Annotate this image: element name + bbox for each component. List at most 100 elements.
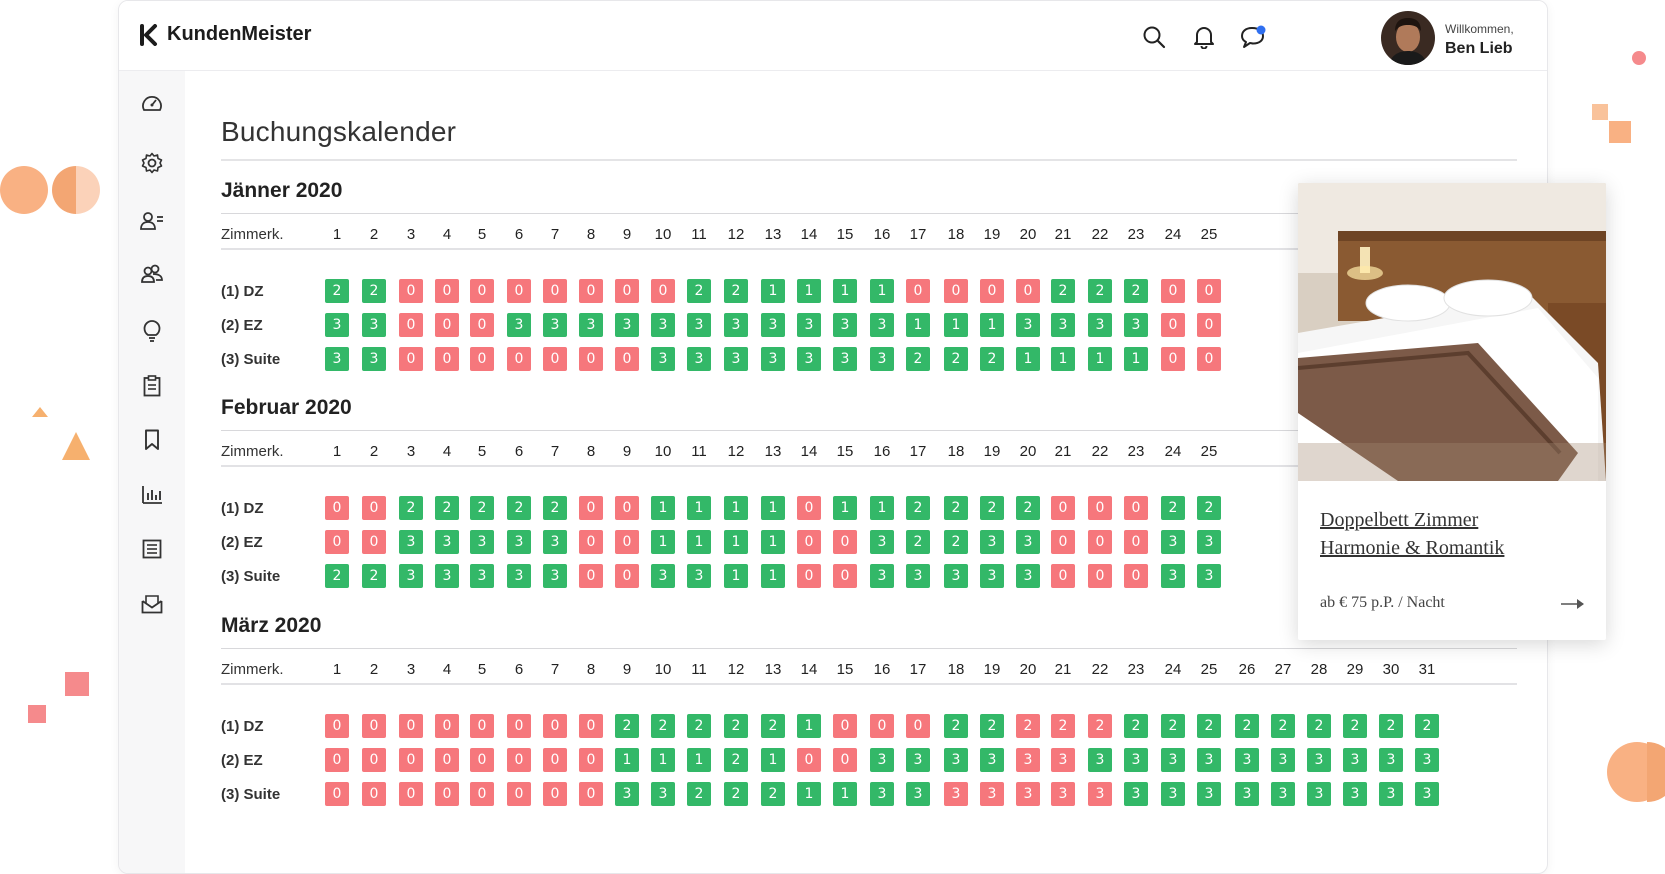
availability-cell[interactable]: 2 bbox=[1161, 496, 1185, 520]
availability-cell[interactable]: 2 bbox=[761, 714, 785, 738]
availability-cell[interactable]: 3 bbox=[870, 313, 894, 337]
availability-cell[interactable]: 2 bbox=[615, 714, 639, 738]
availability-cell[interactable]: 0 bbox=[906, 279, 930, 303]
users-icon[interactable] bbox=[139, 261, 165, 287]
availability-cell[interactable]: 3 bbox=[615, 313, 639, 337]
availability-cell[interactable]: 0 bbox=[1051, 530, 1075, 554]
availability-cell[interactable]: 0 bbox=[470, 347, 494, 371]
availability-cell[interactable]: 1 bbox=[833, 782, 857, 806]
availability-cell[interactable]: 1 bbox=[651, 748, 675, 772]
availability-cell[interactable]: 0 bbox=[543, 347, 567, 371]
dashboard-icon[interactable] bbox=[139, 91, 165, 117]
availability-cell[interactable]: 2 bbox=[1051, 279, 1075, 303]
availability-cell[interactable]: 3 bbox=[980, 748, 1004, 772]
availability-cell[interactable]: 1 bbox=[944, 313, 968, 337]
availability-cell[interactable]: 3 bbox=[980, 782, 1004, 806]
availability-cell[interactable]: 2 bbox=[980, 714, 1004, 738]
availability-cell[interactable]: 0 bbox=[1124, 530, 1148, 554]
availability-cell[interactable]: 2 bbox=[944, 714, 968, 738]
availability-cell[interactable]: 2 bbox=[944, 347, 968, 371]
availability-cell[interactable]: 3 bbox=[980, 530, 1004, 554]
availability-cell[interactable]: 0 bbox=[1197, 347, 1221, 371]
availability-cell[interactable]: 0 bbox=[399, 782, 423, 806]
availability-cell[interactable]: 3 bbox=[870, 530, 894, 554]
availability-cell[interactable]: 3 bbox=[1197, 530, 1221, 554]
availability-cell[interactable]: 3 bbox=[944, 564, 968, 588]
availability-cell[interactable]: 2 bbox=[687, 782, 711, 806]
availability-cell[interactable]: 3 bbox=[761, 347, 785, 371]
availability-cell[interactable]: 0 bbox=[507, 279, 531, 303]
availability-cell[interactable]: 3 bbox=[651, 347, 675, 371]
availability-cell[interactable]: 1 bbox=[870, 496, 894, 520]
availability-cell[interactable]: 3 bbox=[906, 748, 930, 772]
availability-cell[interactable]: 0 bbox=[470, 714, 494, 738]
availability-cell[interactable]: 1 bbox=[1088, 347, 1112, 371]
availability-cell[interactable]: 3 bbox=[543, 564, 567, 588]
availability-cell[interactable]: 3 bbox=[1307, 782, 1331, 806]
availability-cell[interactable]: 3 bbox=[470, 564, 494, 588]
arrow-right-icon[interactable] bbox=[1560, 597, 1586, 611]
availability-cell[interactable]: 1 bbox=[724, 496, 748, 520]
availability-cell[interactable]: 3 bbox=[435, 530, 459, 554]
availability-cell[interactable]: 0 bbox=[543, 782, 567, 806]
availability-cell[interactable]: 0 bbox=[1016, 279, 1040, 303]
availability-cell[interactable]: 3 bbox=[1197, 564, 1221, 588]
availability-cell[interactable]: 0 bbox=[579, 279, 603, 303]
availability-cell[interactable]: 2 bbox=[507, 496, 531, 520]
availability-cell[interactable]: 3 bbox=[1271, 782, 1295, 806]
availability-cell[interactable]: 1 bbox=[1051, 347, 1075, 371]
availability-cell[interactable]: 0 bbox=[1197, 279, 1221, 303]
availability-cell[interactable]: 1 bbox=[797, 714, 821, 738]
availability-cell[interactable]: 2 bbox=[906, 347, 930, 371]
availability-cell[interactable]: 1 bbox=[761, 564, 785, 588]
availability-cell[interactable]: 3 bbox=[687, 347, 711, 371]
availability-cell[interactable]: 0 bbox=[579, 748, 603, 772]
availability-cell[interactable]: 3 bbox=[1088, 313, 1112, 337]
availability-cell[interactable]: 2 bbox=[325, 279, 349, 303]
availability-cell[interactable]: 0 bbox=[1088, 564, 1112, 588]
search-icon[interactable] bbox=[1139, 22, 1169, 52]
availability-cell[interactable]: 0 bbox=[579, 564, 603, 588]
availability-cell[interactable]: 2 bbox=[543, 496, 567, 520]
availability-cell[interactable]: 0 bbox=[543, 279, 567, 303]
document-icon[interactable] bbox=[139, 536, 165, 562]
availability-cell[interactable]: 3 bbox=[687, 564, 711, 588]
availability-cell[interactable]: 0 bbox=[1197, 313, 1221, 337]
availability-cell[interactable]: 3 bbox=[579, 313, 603, 337]
availability-cell[interactable]: 1 bbox=[870, 279, 894, 303]
availability-cell[interactable]: 0 bbox=[651, 279, 675, 303]
availability-cell[interactable]: 3 bbox=[1051, 313, 1075, 337]
availability-cell[interactable]: 0 bbox=[325, 496, 349, 520]
availability-cell[interactable]: 0 bbox=[507, 748, 531, 772]
availability-cell[interactable]: 0 bbox=[833, 748, 857, 772]
availability-cell[interactable]: 3 bbox=[1016, 313, 1040, 337]
availability-cell[interactable]: 3 bbox=[1016, 530, 1040, 554]
availability-cell[interactable]: 3 bbox=[651, 313, 675, 337]
availability-cell[interactable]: 2 bbox=[1161, 714, 1185, 738]
availability-cell[interactable]: 3 bbox=[870, 748, 894, 772]
availability-cell[interactable]: 3 bbox=[1271, 748, 1295, 772]
availability-cell[interactable]: 3 bbox=[944, 748, 968, 772]
availability-cell[interactable]: 2 bbox=[980, 496, 1004, 520]
availability-cell[interactable]: 2 bbox=[435, 496, 459, 520]
availability-cell[interactable]: 3 bbox=[833, 347, 857, 371]
availability-cell[interactable]: 2 bbox=[1415, 714, 1439, 738]
availability-cell[interactable]: 3 bbox=[833, 313, 857, 337]
availability-cell[interactable]: 0 bbox=[543, 748, 567, 772]
availability-cell[interactable]: 0 bbox=[435, 714, 459, 738]
availability-cell[interactable]: 0 bbox=[797, 748, 821, 772]
availability-cell[interactable]: 0 bbox=[870, 714, 894, 738]
availability-cell[interactable]: 2 bbox=[944, 530, 968, 554]
availability-cell[interactable]: 3 bbox=[797, 313, 821, 337]
availability-cell[interactable]: 1 bbox=[797, 279, 821, 303]
availability-cell[interactable]: 2 bbox=[1016, 496, 1040, 520]
availability-cell[interactable]: 1 bbox=[687, 496, 711, 520]
availability-cell[interactable]: 2 bbox=[1235, 714, 1259, 738]
availability-cell[interactable]: 3 bbox=[1161, 748, 1185, 772]
availability-cell[interactable]: 2 bbox=[761, 782, 785, 806]
availability-cell[interactable]: 3 bbox=[687, 313, 711, 337]
availability-cell[interactable]: 0 bbox=[579, 496, 603, 520]
availability-cell[interactable]: 2 bbox=[687, 714, 711, 738]
availability-cell[interactable]: 0 bbox=[833, 714, 857, 738]
availability-cell[interactable]: 2 bbox=[1197, 714, 1221, 738]
